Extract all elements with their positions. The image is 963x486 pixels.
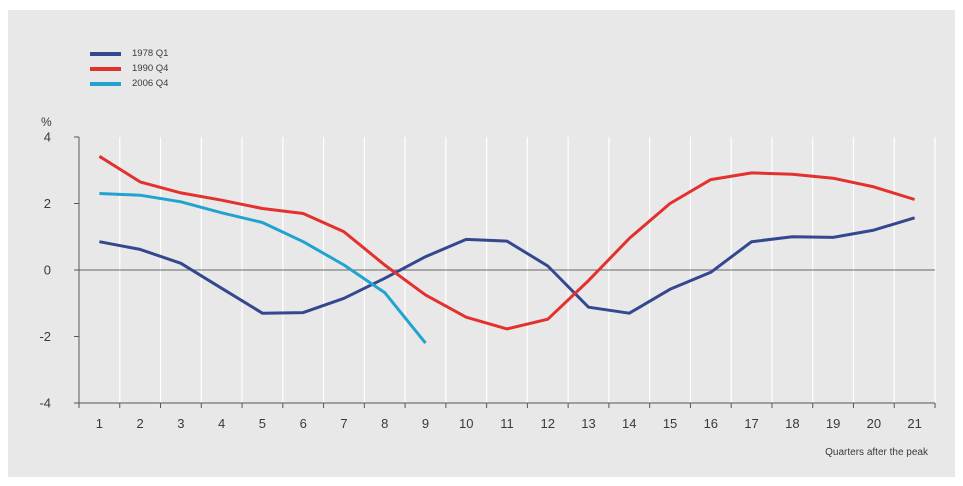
- legend-swatch: [90, 67, 121, 71]
- x-tick-label: 16: [704, 416, 718, 431]
- x-tick-label: 15: [663, 416, 677, 431]
- y-tick-label: -2: [39, 329, 51, 344]
- x-tick-label: 19: [826, 416, 840, 431]
- legend-swatch: [90, 82, 121, 86]
- series-lines: [98, 155, 916, 345]
- series-line-1990-q4: [98, 155, 916, 331]
- legend-label: 1990 Q4: [132, 63, 169, 74]
- chart-panel: -4 -2 0 2 4 1 2 3 4 5 6 7 8 9 10 11 12 13 14 15 16 17 18 19 20 2…: [8, 10, 955, 477]
- x-tick-label: 6: [300, 416, 307, 431]
- series-line-1978-q1: [99, 216, 916, 315]
- x-tick-label: 7: [340, 416, 347, 431]
- x-tick-label: 21: [907, 416, 921, 431]
- x-tick-label: 18: [785, 416, 799, 431]
- x-tick-label: 3: [177, 416, 184, 431]
- y-tick-label: 2: [44, 196, 51, 211]
- y-tick-label: -4: [39, 396, 51, 411]
- x-axis: 1 2 3 4 5 6 7 8 9 10 11 12 13 14 15 16 17 18 19 20 21: [78, 402, 936, 431]
- legend-label: 2006 Q4: [132, 78, 169, 89]
- x-axis-title: Quarters after the peak: [825, 447, 929, 458]
- x-tick-label: 4: [218, 416, 225, 431]
- series-line-2006-q4: [99, 192, 427, 345]
- x-tick-label: 2: [137, 416, 144, 431]
- y-axis: -4 -2 0 2 4: [39, 130, 80, 411]
- x-tick-label: 1: [96, 416, 103, 431]
- x-tick-label: 20: [867, 416, 881, 431]
- x-tick-label: 12: [541, 416, 555, 431]
- legend-label: 1978 Q1: [132, 48, 169, 59]
- x-tick-label: 8: [381, 416, 388, 431]
- x-tick-label: 5: [259, 416, 266, 431]
- x-tick-label: 13: [581, 416, 595, 431]
- x-tick-label: 17: [744, 416, 758, 431]
- x-tick-label: 14: [622, 416, 636, 431]
- x-tick-label: 11: [500, 416, 514, 431]
- legend-swatch: [90, 52, 121, 56]
- y-tick-label: 0: [44, 263, 51, 278]
- y-tick-label: 4: [44, 130, 51, 145]
- x-tick-label: 9: [422, 416, 429, 431]
- x-tick-label: 10: [459, 416, 473, 431]
- y-axis-unit-label: %: [41, 115, 52, 129]
